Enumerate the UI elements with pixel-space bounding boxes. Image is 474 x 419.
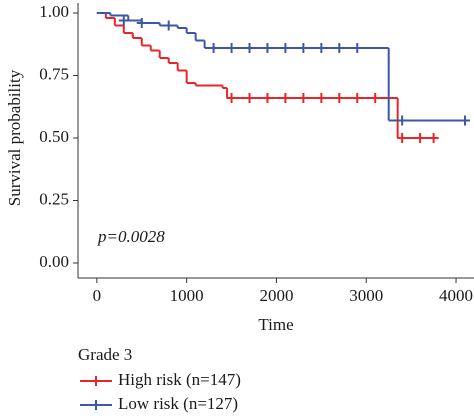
legend-marker [91,400,101,410]
censor-mark [280,43,291,53]
censor-mark [298,43,309,53]
y-tick-label: 1.00 [39,2,69,21]
censor-mark [244,43,255,53]
y-axis-label: Survival probability [5,69,24,206]
x-tick-label: 2000 [259,286,293,305]
censor-mark [460,115,471,126]
censor-mark [280,93,291,103]
censor-mark [118,15,129,26]
y-tick-label: 0.00 [39,252,69,271]
censor-mark [244,93,255,103]
censor-mark [352,93,363,103]
censor-mark [226,93,237,103]
x-tick-label: 1000 [170,286,204,305]
legend-label: High risk (n=147) [118,370,241,389]
censor-mark [370,93,381,103]
x-tick-label: 0 [93,286,102,305]
censor-mark [352,43,363,53]
x-tick-label: 4000 [439,286,473,305]
censor-mark [428,133,439,143]
y-tick-label: 0.25 [39,189,69,208]
censor-mark [208,43,219,53]
legend-label: Low risk (n=127) [118,394,238,413]
censor-mark [415,133,426,143]
x-tick-label: 3000 [349,286,383,305]
legend-marker [91,376,101,386]
censor-mark [334,93,345,103]
y-tick-label: 0.50 [39,127,69,146]
censor-mark [262,43,273,53]
legend-title: Grade 3 [78,345,132,364]
censor-mark [226,43,237,53]
censor-mark [334,43,345,53]
censor-mark [298,93,309,103]
censor-mark [316,93,327,103]
censor-mark [397,115,408,126]
p-value: p=0.0028 [97,227,165,246]
censor-mark [163,20,174,31]
censor-mark [316,43,327,53]
censor-mark [262,93,273,103]
censor-mark [397,133,408,143]
censor-mark [136,18,147,28]
y-tick-label: 0.75 [39,64,69,83]
x-axis-label: Time [258,315,293,334]
